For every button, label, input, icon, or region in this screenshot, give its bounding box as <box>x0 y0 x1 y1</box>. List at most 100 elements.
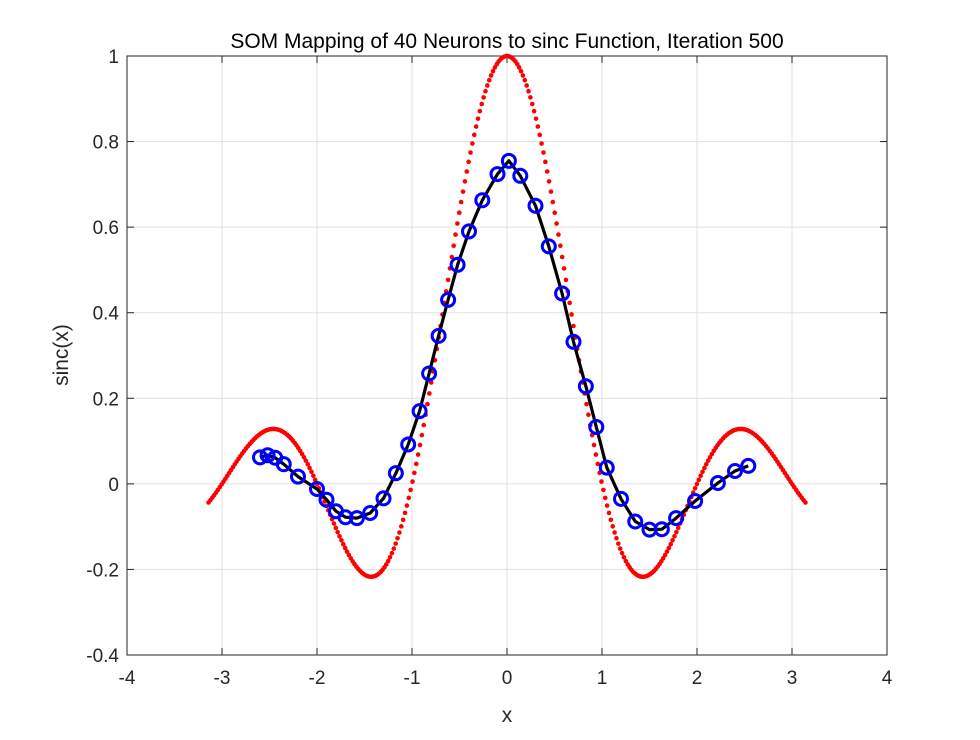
y-axis-label: sinc(x) <box>50 324 73 386</box>
target-point <box>470 141 475 146</box>
neuron-marker <box>474 192 491 209</box>
neuron-marker <box>500 152 517 169</box>
target-point <box>617 546 623 551</box>
target-point <box>456 210 462 216</box>
target-point <box>462 179 468 184</box>
target-point <box>398 524 404 529</box>
target-point <box>419 432 425 438</box>
x-tick-label: -1 <box>404 668 421 689</box>
target-point <box>666 545 672 551</box>
x-axis-label: x <box>502 704 513 727</box>
target-point <box>486 77 492 83</box>
target-point <box>387 554 393 560</box>
target-point <box>529 101 535 107</box>
target-point <box>331 521 337 526</box>
target-point <box>389 550 395 556</box>
target-point <box>520 73 526 78</box>
neuron-marker <box>527 197 544 214</box>
target-point <box>307 465 312 471</box>
target-point <box>696 477 702 483</box>
target-point <box>473 124 479 129</box>
target-point <box>670 537 675 543</box>
target-point <box>526 88 531 94</box>
target-point <box>483 88 488 94</box>
target-point <box>694 481 700 487</box>
neuron-marker <box>613 490 629 507</box>
neuron-marker <box>598 459 615 476</box>
neuron-marker <box>362 504 379 521</box>
target-point <box>344 549 350 554</box>
target-point <box>400 517 406 523</box>
target-point <box>621 554 627 560</box>
target-point <box>552 210 558 216</box>
target-point <box>455 221 460 226</box>
target-point <box>413 461 419 467</box>
target-point <box>544 169 550 174</box>
target-point <box>698 473 703 479</box>
target-point <box>311 473 316 479</box>
target-point <box>705 458 711 463</box>
target-point <box>604 503 610 508</box>
target-point <box>541 150 546 155</box>
x-tick-label: 4 <box>882 668 893 689</box>
x-tick-label: 2 <box>692 668 703 689</box>
target-point <box>395 535 400 541</box>
target-point <box>445 277 451 283</box>
target-point <box>427 391 432 396</box>
target-point <box>546 179 552 184</box>
neuron-marker <box>687 492 704 509</box>
target-point <box>466 159 471 165</box>
neuron-marker <box>577 378 594 395</box>
neuron-marker <box>275 456 292 473</box>
target-point <box>410 479 415 484</box>
neuron-marker <box>421 365 438 382</box>
y-tick-label: 0 <box>108 475 119 496</box>
target-point <box>561 266 567 271</box>
target-point <box>412 470 417 476</box>
neuron-marker <box>387 465 404 482</box>
chart-title: SOM Mapping of 40 Neurons to sinc Functi… <box>230 30 783 53</box>
target-point <box>584 401 589 407</box>
target-point <box>301 454 307 460</box>
target-point <box>397 530 402 535</box>
neuron-marker <box>489 166 506 183</box>
target-point <box>616 541 621 546</box>
target-point <box>477 108 483 114</box>
x-tick-label: 1 <box>597 668 608 689</box>
target-point <box>528 95 533 100</box>
target-point <box>408 487 413 493</box>
target-point <box>537 132 543 138</box>
target-point <box>601 487 606 493</box>
target-point <box>393 541 398 546</box>
target-point <box>554 221 559 226</box>
target-point <box>468 150 473 155</box>
target-point <box>518 68 524 74</box>
target-point <box>571 323 576 329</box>
neuron-marker <box>411 403 428 420</box>
target-point <box>404 503 410 508</box>
target-point <box>563 277 569 283</box>
neuron-marker <box>588 418 605 435</box>
target-point <box>539 141 544 146</box>
target-point <box>335 529 340 535</box>
target-point <box>385 558 391 564</box>
neuron-markers-series <box>252 152 757 538</box>
x-tick-labels: -4 -3 -2 -1 0 1 2 3 4 <box>119 668 893 689</box>
target-point <box>415 452 421 457</box>
target-point <box>672 533 677 539</box>
target-point <box>417 442 423 448</box>
target-point <box>464 169 470 174</box>
target-point <box>524 83 529 88</box>
target-point <box>569 312 574 317</box>
target-point <box>488 73 494 78</box>
neuron-marker <box>318 491 335 508</box>
neuron-marker <box>653 521 670 538</box>
target-point <box>340 541 346 547</box>
target-point <box>305 461 311 467</box>
target-point <box>606 510 612 516</box>
target-point <box>608 517 614 523</box>
neuron-marker <box>337 509 354 526</box>
target-point <box>602 495 608 501</box>
